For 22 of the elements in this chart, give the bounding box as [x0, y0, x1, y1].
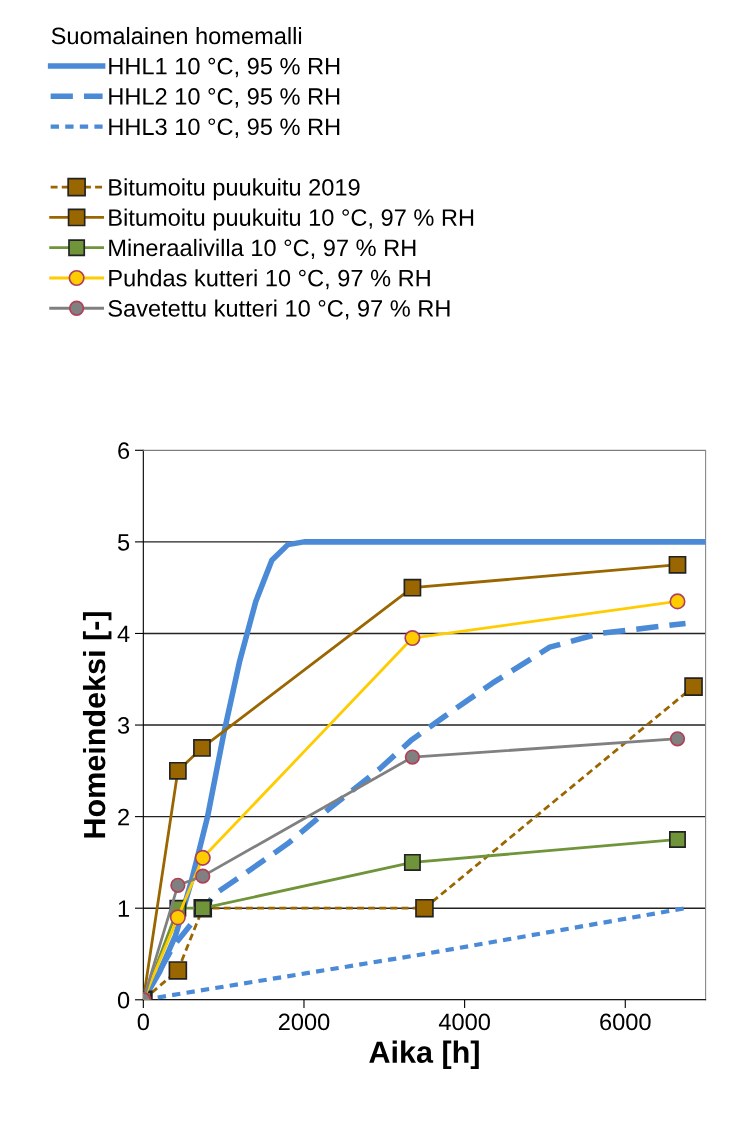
- y-tick-label: 6: [118, 442, 130, 460]
- y-tick-label: 5: [117, 534, 130, 551]
- legend-label: Bitumoitu puukuitu 2019: [109, 178, 360, 201]
- y-axis-title: Homeindeksi [-]: [82, 612, 112, 838]
- x-axis-title: Aika [h]: [369, 1040, 479, 1070]
- y-tick-label: 3: [117, 717, 130, 734]
- x-tick-label: 0: [137, 1013, 149, 1031]
- legend-label: HHL1 10 °C, 95 % RH: [109, 57, 340, 78]
- legend-label: HHL3 10 °C, 95 % RH: [109, 118, 340, 138]
- legend-label: HHL2 10 °C, 95 % RH: [109, 88, 340, 108]
- x-tick-label: 2000: [278, 1013, 330, 1031]
- y-tick-label: 1: [118, 900, 129, 917]
- legend-label: Mineraalivilla 10 °C, 97 % RH: [109, 238, 416, 259]
- x-tick-label: 4000: [438, 1013, 490, 1031]
- x-tick-label: 6000: [600, 1013, 651, 1031]
- legend-label: Bitumoitu puukuitu 10 °C, 97 % RH: [109, 208, 474, 231]
- legend-title: Suomalainen homemalli: [51, 26, 302, 45]
- y-tick-label: 2: [118, 808, 129, 826]
- legend-label: Puhdas kutteri 10 °C, 97 % RH: [109, 269, 430, 290]
- legend-label: Savetettu kutteri 10 °C, 97 % RH: [108, 299, 450, 320]
- y-tick-label: 4: [117, 625, 130, 643]
- y-tick-label: 0: [117, 991, 130, 1009]
